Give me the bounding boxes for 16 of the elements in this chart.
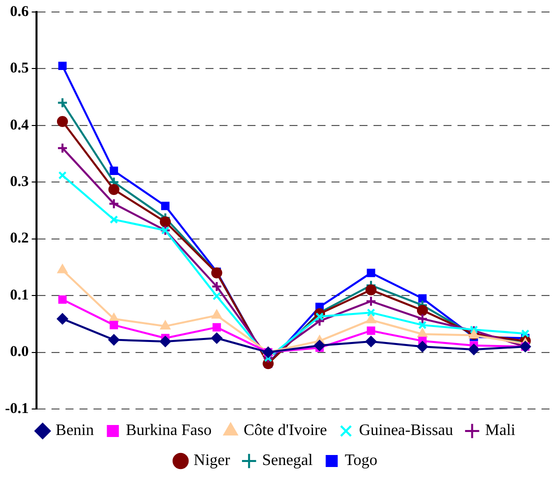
legend-label: Senegal [262,452,314,470]
y-tick-label: 0.2 [10,230,29,247]
y-tick-label: 0.3 [10,174,29,190]
legend-label: Guinea-Bissau [358,422,454,440]
y-tick-label: 0.0 [10,344,29,360]
y-tick-label: 0.6 [10,4,30,20]
legend-label: Niger [194,452,231,470]
legend-label: Côte d'Ivoire [244,422,327,440]
legend-label: Togo [344,452,378,470]
legend-label: Burkina Faso [126,422,212,440]
y-tick-label: 0.5 [10,60,29,77]
legend-label: Mali [485,422,516,440]
y-tick-label: -0.1 [4,400,29,417]
legend-label: Benin [56,422,94,440]
y-tick-label: 0.4 [10,117,30,134]
y-tick-label: 0.1 [10,287,29,304]
